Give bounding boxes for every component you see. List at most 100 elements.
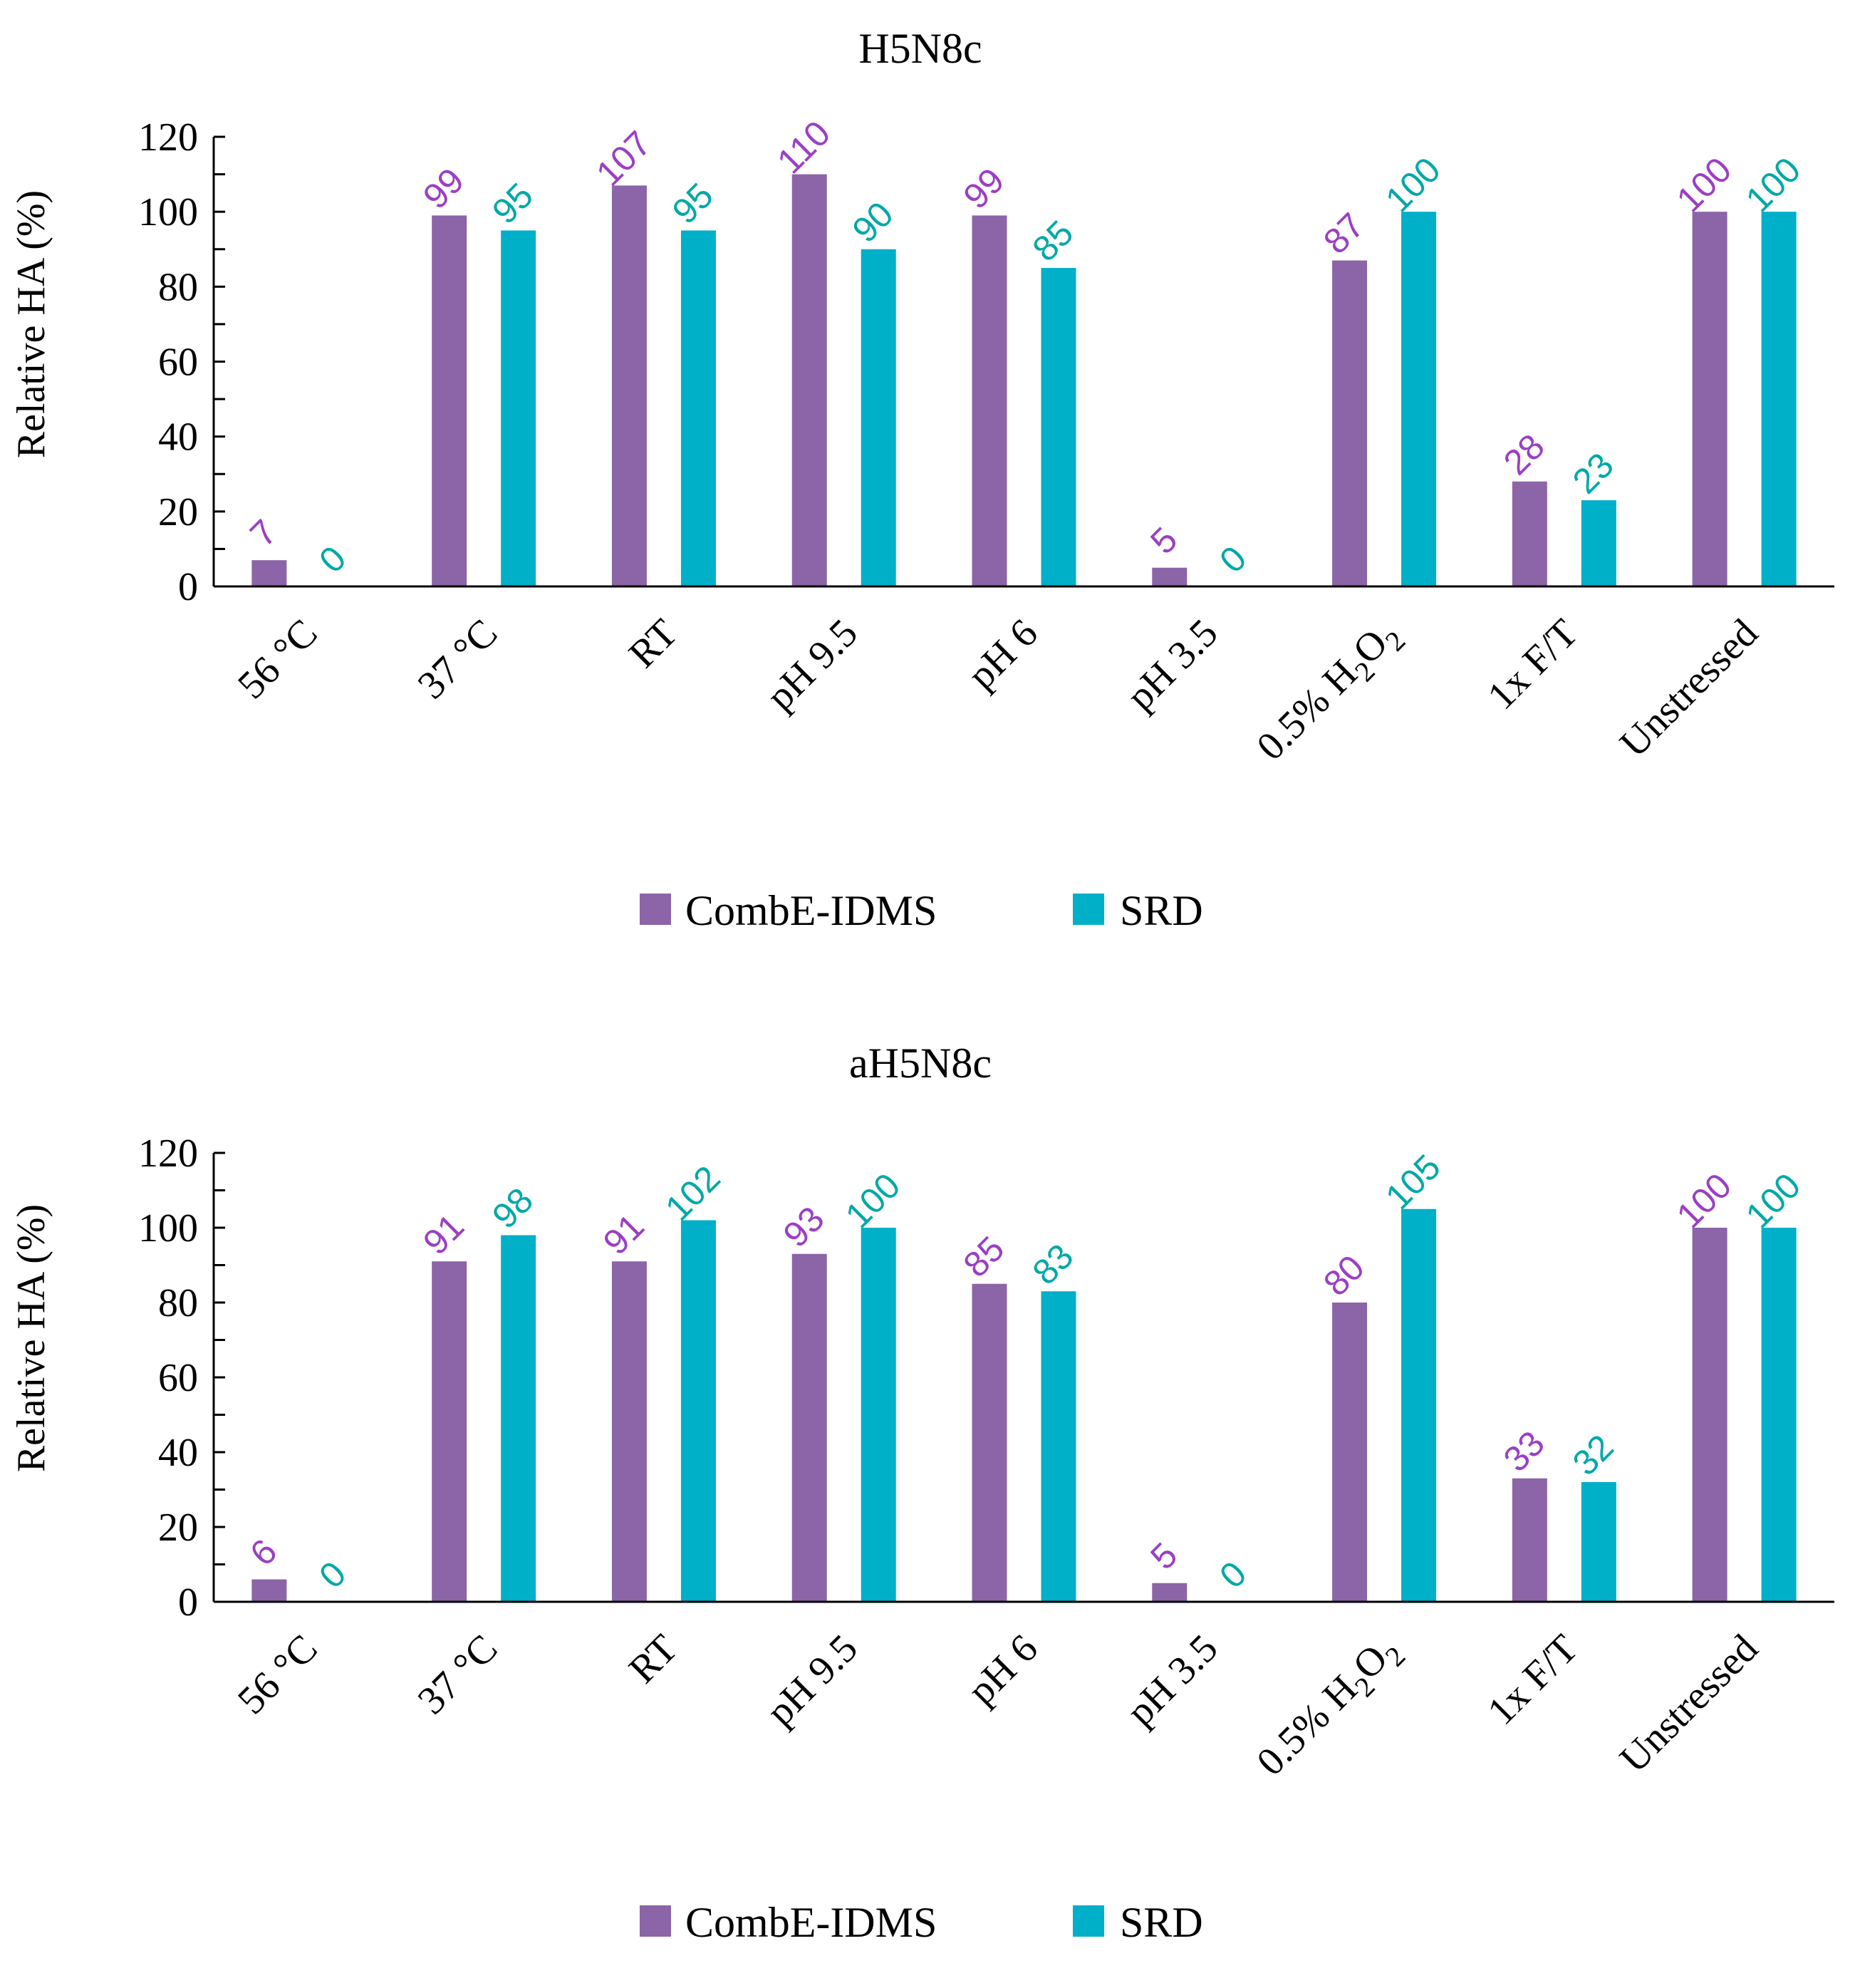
x-tick-label: 0.5% H2O2 [1249,1626,1412,1789]
data-label: 7 [242,512,284,554]
x-tick-label: 56 °C [229,611,326,708]
data-label: 100 [838,1166,908,1236]
data-label: 100 [1738,1166,1809,1236]
y-axis-label: Relative HA (%) [9,1204,53,1472]
data-label: 6 [242,1531,284,1573]
bar-srd [1581,1482,1616,1602]
bar-combe-idms [432,1261,467,1602]
bar-combe-idms [611,1261,647,1602]
data-label: 5 [1143,519,1185,561]
bar-combe-idms [791,174,827,587]
y-tick-label: 80 [158,1281,198,1325]
bar-srd [501,1235,536,1602]
x-tick-label: pH 3.5 [1118,1626,1227,1734]
x-tick-label: pH 9.5 [758,1626,866,1734]
y-tick-label: 20 [158,1506,198,1550]
chart-title: H5N8c [858,25,982,72]
y-tick-label: 0 [178,1580,198,1625]
legend-swatch-combe-idms [640,1905,671,1937]
legend-label-srd: SRD [1120,1899,1203,1946]
bar-combe-idms [1152,567,1188,586]
data-label: 5 [1143,1535,1185,1577]
chart-1: H5N8c Relative HA (%) 0 20 40 60 80 100 120 7 99 10… [9,25,1834,934]
bar-combe-idms [251,560,287,586]
x-tick-label: Unstressed [1611,611,1767,766]
x-tick-label: pH 6 [960,1626,1046,1713]
x-tick-label: pH 6 [960,611,1046,698]
bar-srd [501,230,536,586]
data-label: 33 [1496,1423,1552,1479]
y-axis-label: Relative HA (%) [9,190,53,458]
data-label: 100 [1669,150,1740,220]
y-tick-label: 0 [178,565,198,609]
data-label: 0 [311,538,353,580]
bar-combe-idms [791,1253,827,1602]
data-label: 100 [1738,150,1809,220]
bar-srd [861,249,896,586]
legend-swatch-combe-idms [640,894,671,925]
legend-label-combe-idms: CombE-IDMS [685,1899,937,1946]
data-label: 0 [1212,538,1254,580]
chart-title: aH5N8c [849,1040,992,1087]
bar-combe-idms [1512,481,1547,586]
data-label: 83 [1025,1236,1081,1293]
bar-combe-idms [1512,1478,1547,1602]
data-label: 99 [415,160,472,217]
bar-srd [1761,1228,1797,1602]
x-tick-label: RT [620,611,686,676]
data-label: 87 [1316,205,1372,262]
data-label: 95 [484,175,541,232]
bar-combe-idms [611,185,647,586]
y-tick-label: 120 [138,1132,198,1176]
bar-combe-idms [432,215,467,586]
legend: CombE-IDMS SRD [640,1899,1203,1946]
x-tick-label: 1x F/T [1479,1626,1586,1734]
data-label: 100 [1378,150,1448,220]
bar-srd [1041,268,1076,586]
x-tick-label: pH 3.5 [1118,611,1227,719]
y-tick-label: 40 [158,1431,198,1475]
y-tick-label: 80 [158,265,198,309]
data-label: 23 [1565,445,1621,502]
bar-srd [1761,212,1797,587]
bar-combe-idms [1692,1228,1727,1602]
y-tick-label: 60 [158,341,198,385]
y-tick-label: 100 [138,1206,198,1251]
data-label: 28 [1496,426,1552,482]
data-label: 99 [956,160,1012,217]
legend: CombE-IDMS SRD [640,887,1203,934]
data-label: 105 [1378,1146,1448,1217]
legend-swatch-srd [1073,894,1104,925]
bar-srd [1401,1208,1437,1602]
y-tick-label: 20 [158,490,198,534]
bar-srd [1041,1291,1076,1602]
data-label: 98 [484,1180,541,1236]
legend-label-srd: SRD [1120,887,1203,934]
x-tick-label: RT [620,1626,686,1692]
x-tick-label: 1x F/T [1479,611,1586,718]
x-tick-label: Unstressed [1611,1626,1767,1781]
bar-srd [1401,212,1437,587]
bar-combe-idms [1332,260,1368,586]
data-label: 110 [769,113,838,182]
data-label: 0 [311,1553,353,1595]
data-label: 85 [956,1228,1012,1285]
data-label: 85 [1025,213,1081,269]
data-label: 80 [1316,1248,1372,1304]
data-label: 0 [1212,1553,1254,1595]
bar-combe-idms [1692,212,1727,587]
x-tick-label: 37 °C [410,1626,506,1723]
bar-combe-idms [1152,1583,1188,1602]
bar-combe-idms [1332,1303,1368,1602]
y-tick-label: 40 [158,415,198,460]
bar-combe-idms [972,215,1007,586]
x-tick-label: 56 °C [229,1626,326,1723]
y-tick-label: 120 [138,115,198,160]
data-label: 95 [665,175,721,232]
data-label: 91 [596,1206,652,1263]
data-label: 107 [588,123,659,194]
x-tick-label: 0.5% H2O2 [1249,611,1412,774]
x-tick-label: pH 9.5 [758,611,866,719]
bar-srd [680,1220,716,1602]
